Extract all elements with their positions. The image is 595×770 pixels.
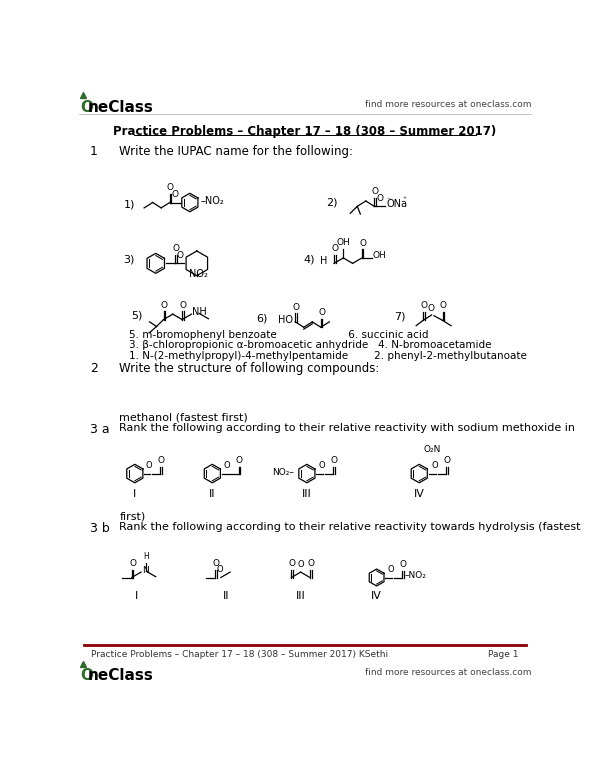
Text: II: II [223,591,230,601]
Text: OH: OH [372,251,387,260]
Text: O: O [80,100,93,115]
Text: 5. m-bromophenyl benzoate                      6. succinic acid: 5. m-bromophenyl benzoate 6. succinic ac… [129,330,428,340]
Text: O: O [173,244,180,253]
Text: find more resources at oneclass.com: find more resources at oneclass.com [365,668,531,678]
Text: I: I [133,489,136,499]
Text: O: O [331,244,339,253]
Text: O: O [216,565,223,574]
Text: N: N [142,566,149,575]
Text: O: O [330,456,337,465]
Text: H: H [143,552,149,561]
Text: O: O [440,301,447,310]
Text: O: O [145,461,152,470]
Text: 3 a: 3 a [90,424,109,437]
Text: 2: 2 [90,362,98,375]
Text: II: II [209,489,215,499]
Text: O: O [359,239,366,248]
Text: first): first) [120,511,146,521]
Text: 5): 5) [131,311,143,320]
Text: O: O [212,559,220,568]
Text: neClass: neClass [87,668,154,683]
Text: 3): 3) [123,255,135,264]
Text: O: O [161,300,168,310]
Text: 3. β-chloropropionic α-bromoacetic anhydride   4. N-bromoacetamide: 3. β-chloropropionic α-bromoacetic anhyd… [129,340,491,350]
Text: O: O [167,183,174,192]
Text: 6): 6) [256,313,268,323]
Text: 1): 1) [123,199,135,209]
Text: O: O [236,456,243,465]
Text: O: O [376,194,383,203]
Text: O: O [444,456,450,465]
Text: O: O [318,461,325,470]
Text: O: O [179,300,186,310]
Text: Write the structure of following compounds:: Write the structure of following compoun… [120,362,380,375]
Text: I: I [134,591,138,601]
Text: NO₂–: NO₂– [273,467,295,477]
Text: O₂N: O₂N [423,445,440,454]
Text: Practice Problems – Chapter 17 – 18 (308 – Summer 2017) KSethi: Practice Problems – Chapter 17 – 18 (308… [92,650,389,659]
Text: 1. N-(2-methylpropyl)-4-methylpentamide        2. phenyl-2-methylbutanoate: 1. N-(2-methylpropyl)-4-methylpentamide … [129,351,527,361]
Text: 3 b: 3 b [90,522,109,535]
Text: O: O [427,303,434,313]
Text: IV: IV [414,489,425,499]
Text: Practice Problems – Chapter 17 – 18 (308 – Summer 2017): Practice Problems – Chapter 17 – 18 (308… [113,125,496,138]
Text: Write the IUPAC name for the following:: Write the IUPAC name for the following: [120,145,353,158]
Text: O: O [293,303,299,312]
Text: NO₂: NO₂ [189,269,208,279]
Text: O: O [318,308,325,317]
Text: –NO₂: –NO₂ [201,196,224,206]
Text: O: O [298,560,304,569]
Text: –NO₂: –NO₂ [405,571,427,580]
Text: 1: 1 [90,145,98,158]
Text: O: O [80,668,93,683]
Text: 2): 2) [327,198,338,207]
Text: III: III [296,591,306,601]
Text: ⁻     ⁺: ⁻ ⁺ [387,195,407,204]
Text: O: O [129,559,136,568]
Text: O: O [158,456,165,465]
Text: O: O [176,251,183,260]
Text: neClass: neClass [87,100,154,115]
Text: O: O [387,565,394,574]
Text: Rank the following according to their relative reactivity towards hydrolysis (fa: Rank the following according to their re… [120,522,581,532]
Text: OH: OH [336,238,350,247]
Text: O: O [431,461,438,470]
Text: O: O [371,187,378,196]
Text: NH: NH [192,307,207,316]
Text: O: O [399,560,406,569]
Text: find more resources at oneclass.com: find more resources at oneclass.com [365,100,531,109]
Text: 4): 4) [303,255,315,264]
Text: O: O [421,301,427,310]
Text: Rank the following according to their relative reactivity with sodium methoxide : Rank the following according to their re… [120,424,575,434]
Text: O: O [171,190,178,199]
Text: O: O [224,461,230,470]
Text: ONa: ONa [387,199,408,209]
Text: methanol (fastest first): methanol (fastest first) [120,413,248,423]
Text: Page 1: Page 1 [488,650,518,659]
Text: H: H [320,256,327,266]
Text: O: O [307,559,314,568]
Text: O: O [289,559,296,568]
Text: 7): 7) [394,312,406,321]
Text: IV: IV [371,591,382,601]
Text: HO: HO [278,315,293,324]
Text: III: III [302,489,312,499]
